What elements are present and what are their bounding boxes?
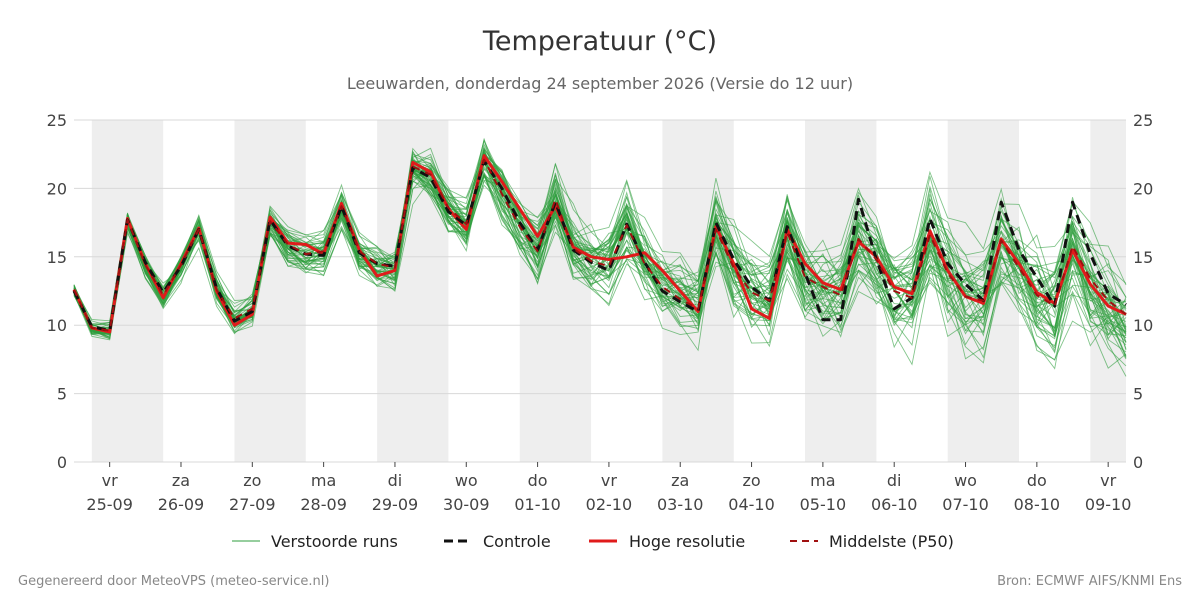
y-tick-label: 0 (1133, 453, 1143, 472)
night-band (91, 120, 164, 462)
x-tick-day: wo (455, 471, 478, 490)
x-tick-day: zo (742, 471, 760, 490)
legend-perturbed-label: Verstoorde runs (271, 532, 398, 551)
footer-source: Bron: ECMWF AIFS/KNMI Ens (997, 574, 1182, 589)
x-tick-date: 09-10 (1085, 495, 1132, 514)
night-band (234, 120, 306, 462)
ensemble-run-line (73, 139, 1127, 348)
x-tick-date: 04-10 (728, 495, 775, 514)
x-tick-day: wo (954, 471, 977, 490)
x-tick-day: do (528, 471, 548, 490)
legend: Verstoorde runs Controle Hoge resolutie … (232, 532, 954, 551)
legend-control-label: Controle (483, 532, 551, 551)
series-line-middelste-p50 (73, 158, 1127, 332)
y-tick-label: 10 (1133, 316, 1153, 335)
x-tick-date: 29-09 (372, 495, 419, 514)
x-tick-day: vr (102, 471, 118, 490)
y-tick-label: 15 (47, 248, 67, 267)
x-tick-date: 03-10 (657, 495, 704, 514)
x-tick-date: 06-10 (871, 495, 918, 514)
y-tick-label: 25 (47, 111, 67, 130)
grid-lines (74, 119, 1126, 463)
main-series-lines (72, 154, 1127, 334)
x-tick-day: ma (810, 471, 835, 490)
ensemble-run-line (73, 150, 1127, 367)
y-tick-label: 0 (57, 453, 67, 472)
x-tick-date: 01-10 (514, 495, 561, 514)
y-tick-label: 20 (47, 179, 67, 198)
y-axis-left: 0 5 10 15 20 25 (47, 111, 67, 472)
x-tick-date: 05-10 (800, 495, 847, 514)
y-tick-label: 25 (1133, 111, 1153, 130)
x-tick-date: 28-09 (300, 495, 347, 514)
chart-subtitle: Leeuwarden, donderdag 24 september 2026 … (347, 74, 853, 93)
y-tick-label: 10 (47, 316, 67, 335)
y-tick-label: 15 (1133, 248, 1153, 267)
x-tick-date: 30-09 (443, 495, 490, 514)
legend-median-label: Middelste (P50) (829, 532, 954, 551)
x-tick-day: do (1027, 471, 1047, 490)
x-tick-date: 07-10 (942, 495, 989, 514)
x-tick-day: za (671, 471, 689, 490)
footer-credit: Gegenereerd door MeteoVPS (meteo-service… (18, 574, 329, 589)
y-axis-right: 0 5 10 15 20 25 (1133, 111, 1153, 472)
x-tick-day: ma (311, 471, 336, 490)
night-band (519, 120, 592, 462)
x-tick-day: za (172, 471, 190, 490)
y-tick-label: 5 (57, 385, 67, 404)
x-tick-day: zo (243, 471, 261, 490)
x-tick-day: vr (601, 471, 617, 490)
y-tick-label: 5 (1133, 385, 1143, 404)
chart-title: Temperatuur (°C) (482, 26, 717, 57)
ensemble-run-line (73, 151, 1127, 333)
x-tick-day: di (887, 471, 902, 490)
x-tick-date: 25-09 (86, 495, 133, 514)
x-tick-date: 02-10 (586, 495, 633, 514)
x-tick-date: 08-10 (1014, 495, 1061, 514)
legend-hires-label: Hoge resolutie (629, 532, 745, 551)
x-tick-date: 27-09 (229, 495, 276, 514)
x-axis: vr 25-09 za 26-09 zo 27-09 ma 28-09 di 29-09 wo 30-… (86, 462, 1131, 514)
x-tick-day: vr (1100, 471, 1116, 490)
x-tick-day: di (388, 471, 403, 490)
series-line-hoge-resolutie (72, 154, 1127, 334)
series-line-controle (72, 159, 1127, 333)
y-tick-label: 20 (1133, 179, 1153, 198)
x-tick-date: 26-09 (158, 495, 205, 514)
